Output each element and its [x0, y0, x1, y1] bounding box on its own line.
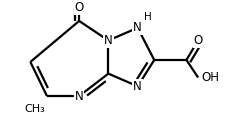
Text: OH: OH [201, 71, 219, 84]
Text: N: N [104, 34, 113, 47]
Text: O: O [74, 1, 84, 14]
Text: N: N [75, 90, 84, 103]
Text: H: H [144, 12, 151, 22]
Text: N: N [133, 21, 142, 34]
Text: O: O [193, 34, 203, 47]
Text: N: N [133, 80, 142, 93]
Text: CH₃: CH₃ [25, 104, 45, 114]
